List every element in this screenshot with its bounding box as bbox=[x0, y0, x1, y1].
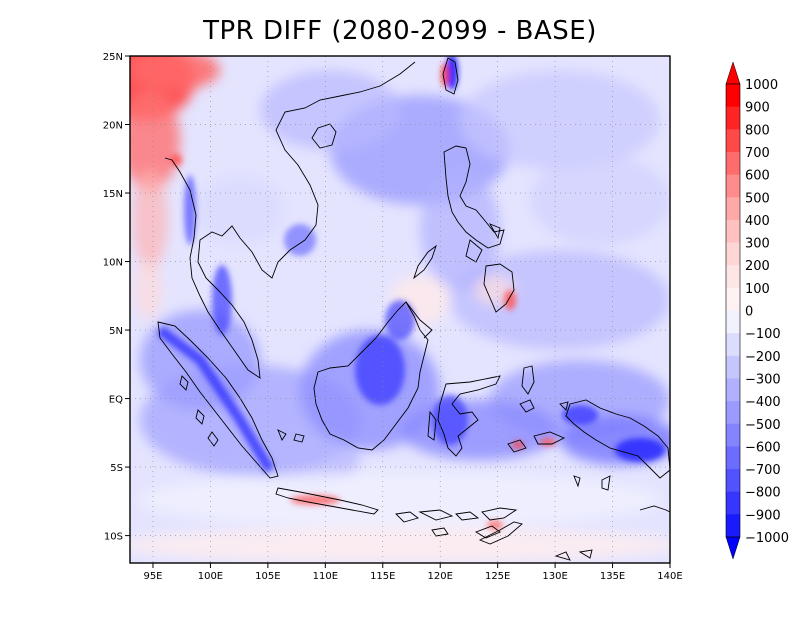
colorbar-label: 0 bbox=[745, 305, 753, 320]
colorbar-label: 500 bbox=[745, 191, 770, 206]
colorbar-swatch bbox=[726, 310, 740, 334]
colorbar-swatch bbox=[726, 491, 740, 515]
y-tick-label: 5S bbox=[110, 463, 123, 474]
coastlines bbox=[157, 57, 670, 561]
y-tick-label: EQ bbox=[109, 395, 123, 406]
y-tick-label: 15N bbox=[103, 189, 123, 200]
colorbar-label: −1000 bbox=[745, 531, 789, 546]
colorbar-label: 900 bbox=[745, 101, 770, 116]
x-tick-label: 110E bbox=[313, 571, 338, 582]
x-tick-label: 95E bbox=[143, 571, 162, 582]
colorbar-swatch bbox=[726, 84, 740, 108]
x-tick-label: 140E bbox=[657, 571, 682, 582]
colorbar-label: 600 bbox=[745, 169, 770, 184]
colorbar-swatch bbox=[726, 287, 740, 311]
y-tick-label: 5N bbox=[109, 326, 123, 337]
colorbar-swatch bbox=[726, 469, 740, 493]
colorbar-swatch bbox=[726, 355, 740, 379]
colorbar-arrow-top bbox=[725, 61, 741, 85]
colorbar-label: −900 bbox=[745, 508, 781, 523]
colorbar-label: −100 bbox=[745, 327, 781, 342]
colorbar-swatch bbox=[726, 378, 740, 402]
colorbar-label: −200 bbox=[745, 350, 781, 365]
page-title: TPR DIFF (2080-2099 - BASE) bbox=[203, 16, 597, 46]
colorbar-label: −300 bbox=[745, 372, 781, 387]
colorbar-swatch bbox=[726, 174, 740, 198]
x-tick-label: 135E bbox=[600, 571, 625, 582]
colorbar-swatch bbox=[726, 265, 740, 289]
colorbar-label: 1000 bbox=[745, 78, 778, 93]
y-tick-label: 10S bbox=[104, 532, 123, 543]
y-tick-label: 20N bbox=[103, 121, 123, 132]
colorbar-label: −800 bbox=[745, 486, 781, 501]
axis-ticks: 95E 100E 105E 110E 115E 120E 125E 130E 135E 140E 2… bbox=[103, 52, 683, 582]
precipitation-field bbox=[130, 56, 670, 563]
colorbar-frame bbox=[725, 83, 741, 538]
colorbar-label: 300 bbox=[745, 237, 770, 252]
colorbar-label: 800 bbox=[745, 123, 770, 138]
colorbar-swatch bbox=[726, 197, 740, 221]
colorbar-swatch bbox=[726, 514, 740, 538]
lat-lon-grid bbox=[130, 56, 670, 563]
colorbar-swatch bbox=[726, 401, 740, 425]
colorbar-label: 700 bbox=[745, 146, 770, 161]
x-tick-label: 100E bbox=[198, 571, 223, 582]
colorbar-swatch bbox=[726, 106, 740, 130]
plot-frame bbox=[129, 55, 671, 564]
colorbar-swatch bbox=[726, 219, 740, 243]
colorbar-label: −700 bbox=[745, 463, 781, 478]
x-tick-label: 125E bbox=[485, 571, 510, 582]
colorbar-label: 200 bbox=[745, 259, 770, 274]
x-tick-label: 105E bbox=[255, 571, 280, 582]
colorbar-label: −600 bbox=[745, 440, 781, 455]
y-tick-label: 25N bbox=[103, 52, 123, 63]
colorbar-label: 100 bbox=[745, 282, 770, 297]
colorbar-label: 400 bbox=[745, 214, 770, 229]
colorbar-swatch bbox=[726, 151, 740, 175]
colorbar-swatch bbox=[726, 423, 740, 447]
colorbar-swatch bbox=[726, 333, 740, 357]
x-tick-label: 130E bbox=[542, 571, 567, 582]
colorbar-swatch bbox=[726, 129, 740, 153]
colorbar-arrow-bottom bbox=[725, 536, 741, 560]
colorbar-swatch bbox=[726, 446, 740, 470]
y-tick-label: 10N bbox=[103, 258, 123, 269]
x-tick-label: 120E bbox=[428, 571, 453, 582]
colorbar-label: −400 bbox=[745, 395, 781, 410]
x-tick-label: 115E bbox=[370, 571, 395, 582]
colorbar-label: −500 bbox=[745, 418, 781, 433]
colorbar: 10009008007006005004003002001000−100−200… bbox=[725, 61, 789, 560]
colorbar-swatch bbox=[726, 242, 740, 266]
